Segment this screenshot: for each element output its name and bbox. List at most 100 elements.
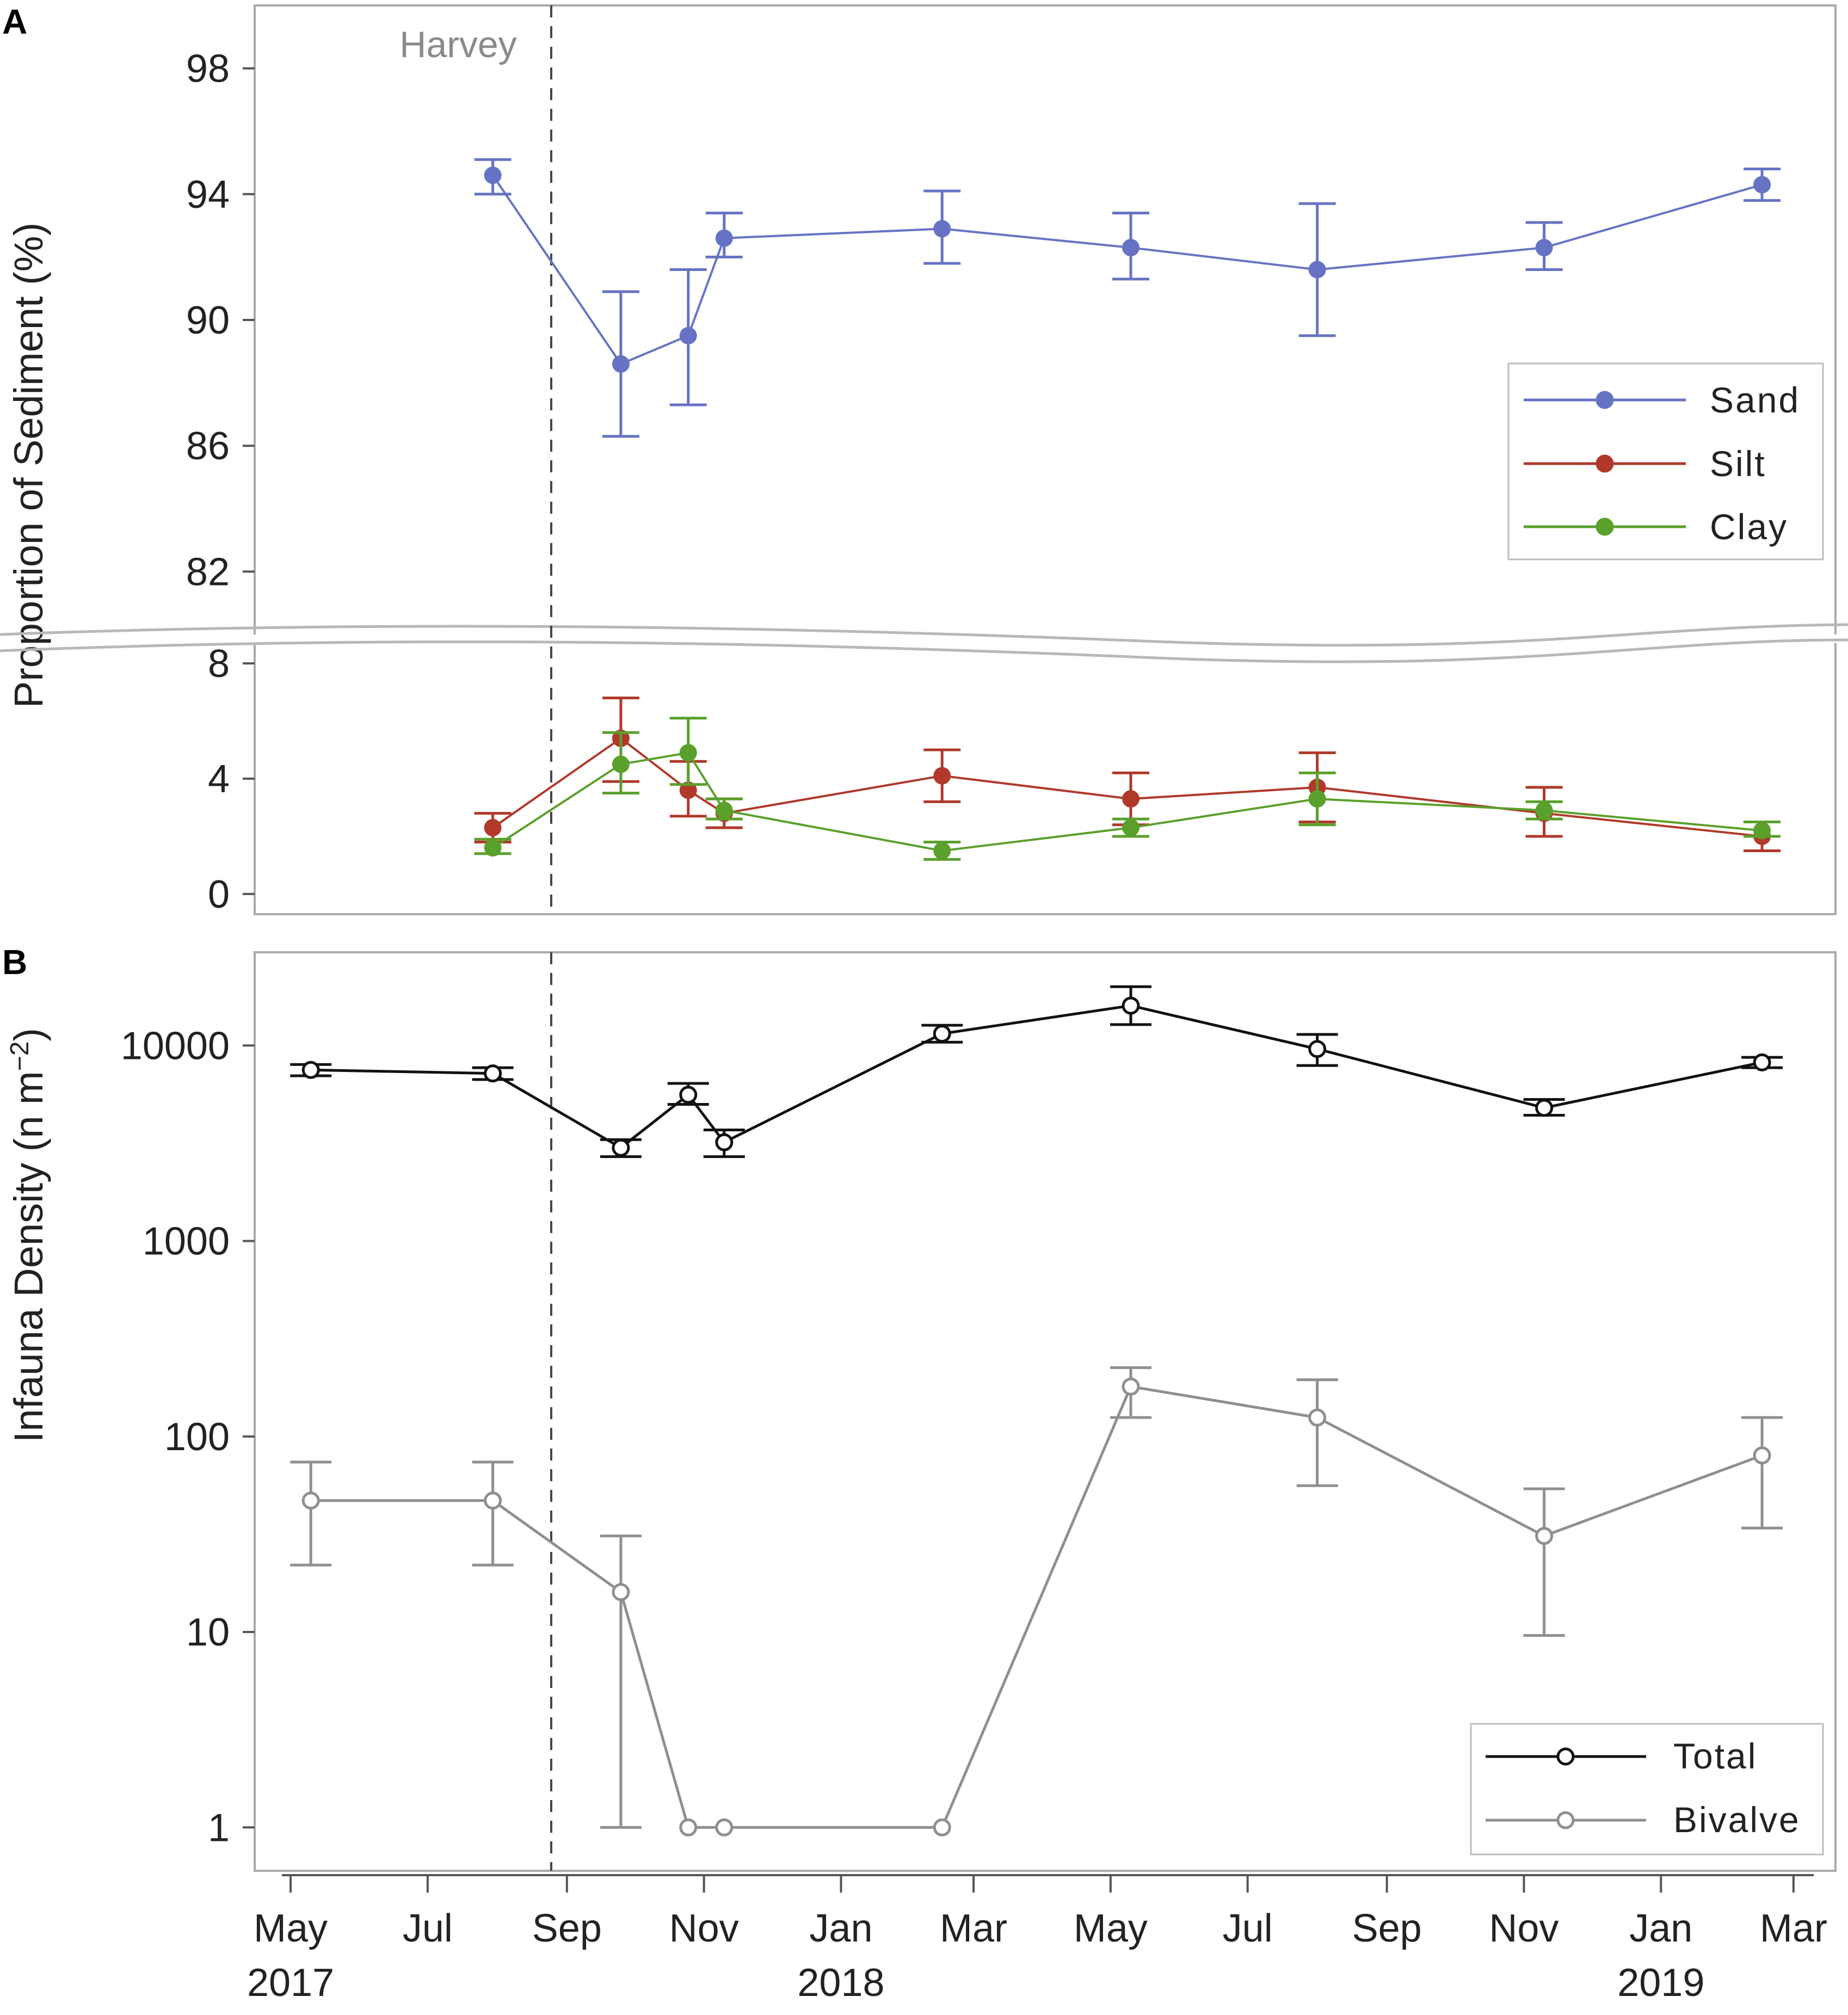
clay-point <box>612 755 630 773</box>
series-sand <box>474 158 1781 438</box>
x-tick-label-8: Sep <box>1352 1907 1422 1950</box>
total-point <box>679 1086 698 1104</box>
panel-b-legend: Total Bivalve <box>1470 1723 1824 1856</box>
total-point <box>301 1061 320 1079</box>
legend-bivalve-label: Bivalve <box>1673 1800 1801 1840</box>
bivalve-point <box>715 1818 734 1837</box>
x-tick-label-6: May <box>1074 1907 1148 1950</box>
total-point <box>933 1025 951 1043</box>
total-point <box>612 1138 630 1157</box>
sand-point <box>1753 176 1771 194</box>
x-tick-label-10: Jan <box>1629 1907 1692 1950</box>
clay-point <box>679 744 697 762</box>
bivalve-line <box>311 1385 1763 1829</box>
x-tick-label-7: Jul <box>1223 1907 1273 1950</box>
panel-b-y-axis-title-main: Infauna Density (n m <box>6 1071 51 1443</box>
series-clay <box>474 717 1781 861</box>
panel-b-infauna-chart: 1 10 100 1000 10000 <box>121 951 1837 1872</box>
total-point <box>484 1064 502 1083</box>
bivalve-point <box>484 1492 502 1510</box>
clay-point <box>933 842 951 860</box>
y-tick-label-a-98: 98 <box>186 47 230 91</box>
legend-entry-clay: Clay <box>1524 507 1788 547</box>
bivalve-point <box>679 1818 698 1837</box>
sand-point <box>1122 239 1140 257</box>
clay-point <box>1535 802 1553 819</box>
y-tick-label-b-1000: 1000 <box>143 1220 230 1264</box>
series-total <box>290 985 1783 1159</box>
total-point <box>715 1133 734 1151</box>
bivalve-point <box>612 1583 630 1601</box>
total-point <box>1122 996 1140 1015</box>
x-tick-year-4: 2018 <box>797 1961 884 2005</box>
bivalve-error-bar <box>472 1461 514 1567</box>
axis-break-lower-curve <box>0 638 1848 663</box>
sand-point <box>1308 261 1326 279</box>
legend-total-marker <box>1556 1747 1575 1766</box>
panel-a-label: A <box>2 2 27 41</box>
legend-total-label: Total <box>1673 1736 1757 1776</box>
legend-bivalve-marker <box>1556 1811 1575 1829</box>
panel-b-y-axis-title-end: ) <box>6 1028 51 1042</box>
x-tick-label-3: Nov <box>669 1907 739 1950</box>
total-point <box>1753 1053 1771 1071</box>
y-tick-label-a-94: 94 <box>186 173 230 217</box>
panel-b-y-axis-title: Infauna Density (n m−2) <box>5 1028 51 1443</box>
bivalve-error-bar <box>1523 1487 1565 1637</box>
y-tick-label-b-10: 10 <box>186 1611 230 1654</box>
x-tick-label-2: Sep <box>532 1907 602 1950</box>
sand-point <box>679 326 697 344</box>
legend-clay-label: Clay <box>1710 507 1788 547</box>
legend-sand-marker <box>1596 391 1614 409</box>
y-tick-label-a-90: 90 <box>186 299 230 342</box>
legend-sand-label: Sand <box>1710 380 1800 420</box>
legend-clay-marker <box>1596 517 1614 536</box>
bivalve-point <box>1753 1446 1771 1465</box>
total-point <box>1535 1099 1554 1117</box>
legend-entry-bivalve: Bivalve <box>1486 1800 1801 1840</box>
clay-point <box>484 839 502 857</box>
total-line <box>311 1004 1763 1149</box>
panel-b-frame <box>254 951 1837 1872</box>
y-tick-label-a-low-0: 0 <box>208 873 230 916</box>
panel-a-legend: Sand Silt Clay <box>1507 362 1824 560</box>
clay-point <box>715 802 733 819</box>
y-tick-label-b-1: 1 <box>208 1806 230 1850</box>
panel-b-y-axis-title-superscript: −2 <box>5 1042 34 1071</box>
bivalve-error-bar <box>1296 1378 1338 1487</box>
axis-break-upper-curve <box>0 623 1848 647</box>
x-tick-label-1: Jul <box>403 1907 453 1950</box>
sand-point <box>1535 239 1553 257</box>
x-tick-label-0: May <box>254 1907 328 1950</box>
bivalve-point <box>1122 1377 1140 1396</box>
sand-point <box>612 355 630 373</box>
bivalve-error-bar <box>290 1461 332 1567</box>
silt-point <box>933 767 951 785</box>
y-tick-label-a-low-8: 8 <box>208 642 230 686</box>
legend-silt-label: Silt <box>1710 443 1766 484</box>
sand-point <box>715 229 733 247</box>
series-bivalve <box>290 1366 1783 1837</box>
sand-point <box>933 220 951 238</box>
x-tick-label-9: Nov <box>1489 1907 1559 1950</box>
clay-point <box>1122 819 1140 837</box>
y-tick-label-a-82: 82 <box>186 550 230 594</box>
total-point <box>1308 1040 1327 1058</box>
panel-a-sediment-chart: 82 86 90 94 98 0 4 8 <box>0 4 1848 916</box>
clay-point <box>1308 790 1326 808</box>
y-tick-label-b-100: 100 <box>164 1415 230 1459</box>
y-tick-label-a-86: 86 <box>186 424 230 468</box>
x-tick-year-10: 2019 <box>1617 1961 1704 2005</box>
legend-silt-marker <box>1596 454 1614 473</box>
silt-point <box>679 781 697 799</box>
sand-point <box>484 167 502 184</box>
bivalve-point <box>933 1818 951 1837</box>
panel-a-y-axis-title: Proportion of Sediment (%) <box>6 223 51 708</box>
panel-b-legend-box <box>1470 1723 1824 1856</box>
legend-entry-sand: Sand <box>1524 380 1800 420</box>
y-tick-label-a-low-4: 4 <box>208 757 230 801</box>
legend-entry-silt: Silt <box>1524 443 1766 484</box>
clay-point <box>1753 822 1771 840</box>
